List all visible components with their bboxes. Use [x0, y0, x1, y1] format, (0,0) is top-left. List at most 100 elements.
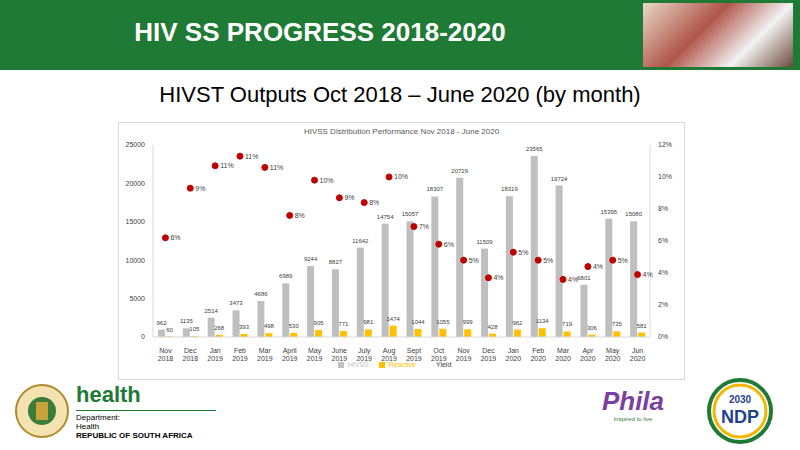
- svg-text:2%: 2%: [658, 301, 668, 308]
- svg-text:735: 735: [612, 321, 623, 327]
- svg-text:Jan2020: Jan2020: [506, 347, 522, 362]
- svg-text:June2019: June2019: [332, 347, 348, 362]
- svg-text:19724: 19724: [551, 176, 568, 182]
- svg-text:6989: 6989: [279, 273, 293, 279]
- svg-text:Jun2020: Jun2020: [630, 347, 646, 362]
- svg-text:May2019: May2019: [307, 347, 323, 362]
- svg-text:18319: 18319: [501, 186, 518, 192]
- svg-text:962: 962: [156, 320, 167, 326]
- svg-text:8%: 8%: [295, 212, 305, 219]
- svg-text:11%: 11%: [270, 164, 284, 171]
- svg-text:8%: 8%: [369, 199, 379, 206]
- svg-text:Aug2019: Aug2019: [381, 347, 397, 362]
- svg-text:581: 581: [637, 323, 648, 329]
- svg-text:105: 105: [189, 326, 200, 332]
- svg-text:1474: 1474: [386, 316, 400, 322]
- svg-text:9%: 9%: [344, 194, 354, 201]
- svg-text:10%: 10%: [320, 177, 334, 184]
- svg-text:10%: 10%: [394, 173, 408, 180]
- html-text:HIVSS Distribution Performance: HIVSS Distribution Performance Nov 2018 …: [303, 127, 500, 136]
- svg-text:268: 268: [214, 325, 225, 331]
- svg-text:6%: 6%: [170, 234, 180, 241]
- svg-text:905: 905: [314, 320, 325, 326]
- svg-text:2514: 2514: [205, 308, 219, 314]
- svg-text:Dec2018: Dec2018: [182, 347, 198, 362]
- svg-text:Oct2019: Oct2019: [431, 347, 447, 362]
- svg-text:Nov2019: Nov2019: [456, 347, 472, 362]
- svg-text:Nov2018: Nov2018: [158, 347, 174, 362]
- svg-text:Feb2020: Feb2020: [530, 347, 546, 362]
- svg-text:0: 0: [141, 333, 145, 340]
- svg-text:12%: 12%: [658, 141, 672, 148]
- svg-text:Jan2019: Jan2019: [207, 347, 223, 362]
- svg-text:530: 530: [289, 323, 300, 329]
- svg-text:5%: 5%: [543, 257, 553, 264]
- svg-text:6%: 6%: [658, 237, 668, 244]
- svg-text:9%: 9%: [195, 185, 205, 192]
- svg-text:15395: 15395: [600, 209, 617, 215]
- svg-text:Apr2020: Apr2020: [580, 347, 596, 362]
- svg-text:1135: 1135: [180, 318, 194, 324]
- html-text:health: health: [76, 382, 141, 407]
- svg-text:15057: 15057: [402, 211, 419, 217]
- svg-text:NDP: NDP: [721, 407, 759, 427]
- svg-text:11%: 11%: [245, 153, 259, 160]
- svg-text:20000: 20000: [126, 180, 146, 187]
- svg-text:4%: 4%: [643, 271, 653, 278]
- svg-text:18307: 18307: [427, 186, 444, 192]
- svg-text:23565: 23565: [526, 146, 543, 152]
- svg-text:11%: 11%: [220, 162, 234, 169]
- svg-text:20729: 20729: [451, 168, 468, 174]
- svg-text:771: 771: [338, 321, 349, 327]
- svg-text:2030: 2030: [729, 394, 752, 405]
- svg-text:15000: 15000: [126, 218, 146, 225]
- svg-text:5%: 5%: [618, 257, 628, 264]
- svg-text:Sept2019: Sept2019: [406, 347, 422, 362]
- svg-text:306: 306: [587, 325, 598, 331]
- svg-text:Dec2019: Dec2019: [481, 347, 497, 362]
- svg-text:10000: 10000: [126, 257, 146, 264]
- svg-text:6%: 6%: [444, 241, 454, 248]
- svg-text:8%: 8%: [658, 205, 668, 212]
- svg-text:8827: 8827: [329, 259, 343, 265]
- svg-text:498: 498: [264, 323, 275, 329]
- svg-text:25000: 25000: [126, 141, 146, 148]
- svg-text:1134: 1134: [536, 318, 550, 324]
- svg-text:719: 719: [562, 321, 573, 327]
- svg-text:April2019: April2019: [282, 347, 298, 362]
- svg-text:60: 60: [166, 327, 173, 333]
- svg-text:7%: 7%: [419, 223, 429, 230]
- svg-text:5%: 5%: [518, 249, 528, 256]
- svg-text:Feb2019: Feb2019: [232, 347, 248, 362]
- svg-text:4%: 4%: [493, 274, 503, 281]
- svg-text:981: 981: [363, 319, 374, 325]
- svg-text:15080: 15080: [625, 211, 642, 217]
- svg-text:9244: 9244: [304, 256, 318, 262]
- svg-text:July2019: July2019: [356, 347, 372, 362]
- svg-text:999: 999: [463, 319, 474, 325]
- svg-text:11509: 11509: [476, 239, 493, 245]
- svg-text:10%: 10%: [658, 173, 672, 180]
- svg-text:14754: 14754: [377, 214, 394, 220]
- svg-text:4686: 4686: [254, 291, 268, 297]
- svg-text:Mar2019: Mar2019: [257, 347, 273, 362]
- svg-text:6801: 6801: [577, 275, 591, 281]
- svg-text:11642: 11642: [352, 238, 369, 244]
- svg-text:393: 393: [239, 324, 250, 330]
- html-text:HIV SS PROGRESS 2018-2020: HIV SS PROGRESS 2018-2020: [134, 17, 506, 47]
- html-text:Phila: Phila: [601, 386, 665, 416]
- svg-text:1044: 1044: [411, 319, 425, 325]
- svg-text:1055: 1055: [436, 319, 450, 325]
- svg-text:962: 962: [512, 320, 523, 326]
- svg-text:May2020: May2020: [605, 347, 621, 362]
- svg-text:4%: 4%: [593, 263, 603, 270]
- svg-text:5000: 5000: [129, 295, 145, 302]
- svg-text:4%: 4%: [658, 269, 668, 276]
- svg-text:3473: 3473: [229, 300, 243, 306]
- svg-text:Mar2020: Mar2020: [555, 347, 571, 362]
- svg-text:4%: 4%: [568, 276, 578, 283]
- html-text:HIVST Outputs Oct 2018 – June: HIVST Outputs Oct 2018 – June 2020 (by m…: [159, 82, 641, 107]
- svg-text:0%: 0%: [658, 333, 668, 340]
- svg-text:428: 428: [488, 324, 499, 330]
- svg-text:5%: 5%: [469, 257, 479, 264]
